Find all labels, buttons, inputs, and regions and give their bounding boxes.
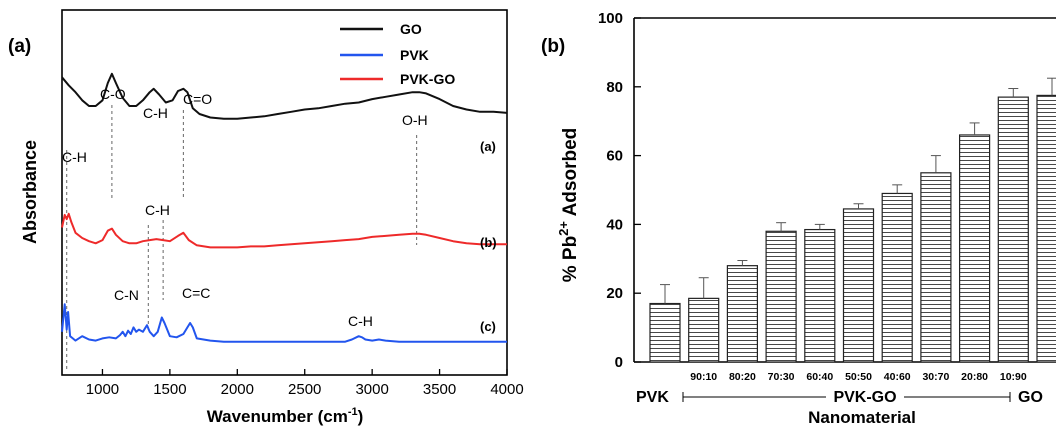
y-tick-label: 40: [606, 216, 623, 233]
panel-b-y-ticks: 0 20 40 60 80 100: [598, 10, 641, 371]
category-label: 60:40: [806, 371, 833, 383]
annotation-c-h-left: C-H: [62, 149, 87, 165]
group-label-pvk: PVK: [636, 389, 669, 406]
category-label: 90:10: [690, 371, 717, 383]
x-tick-label: 3000: [355, 381, 388, 398]
bar-20:80: [958, 134, 991, 363]
bar-10:90: [997, 96, 1029, 363]
panel-a-curves: [61, 72, 508, 343]
category-label: 20:80: [961, 371, 988, 383]
panel-b-label: (b): [541, 36, 565, 57]
annotation-c-double-o: C=O: [183, 91, 212, 107]
y-tick-label: 100: [598, 10, 623, 27]
x-tick-label: 2000: [221, 381, 254, 398]
legend-go-label: GO: [400, 21, 422, 37]
bar-30:70: [920, 172, 952, 363]
panel-a-plot-frame: [61, 9, 508, 376]
curve-label-b: (b): [480, 235, 497, 250]
annotation-c-o: C-O: [100, 86, 126, 102]
spectrum-line-pvk-go: [61, 212, 507, 249]
bar-70:30: [765, 230, 797, 363]
x-tick-label: 2500: [288, 381, 321, 398]
panel-b-group-bracket: PVK PVK-GO GO: [636, 389, 1043, 406]
panel-a-curve-labels: (a) (b) (c): [480, 139, 497, 334]
annotation-c-n: C-N: [114, 287, 139, 303]
curve-label-a: (a): [480, 139, 496, 154]
legend-pvkgo-label: PVK-GO: [400, 71, 455, 87]
bar-90:10: [688, 297, 720, 363]
panel-b-bars: 90:10 80:20 70:30 60:40 50:50 40:60 30:70 20:80…: [649, 77, 1056, 383]
bar-50:50: [842, 208, 875, 363]
panel-b-adsorption-chart: (b) 0 20 40 60 80 100 90:10 80:20 70:30 60:40 50:…: [541, 10, 1056, 427]
annotation-c-h-mid: C-H: [145, 202, 170, 218]
category-label: 10:90: [1000, 371, 1027, 383]
x-tick-label: 1000: [86, 381, 119, 398]
panel-b-y-axis-label: % Pb2+ Adsorbed: [556, 128, 581, 283]
y-tick-label: 20: [606, 285, 623, 302]
y-tick-label: 0: [615, 354, 623, 371]
x-tick-label: 1500: [153, 381, 186, 398]
panel-a-x-ticks: 1000 1500 2000 2500 3000 3500 4000: [86, 369, 524, 398]
category-label: 30:70: [922, 371, 949, 383]
panel-a-legend: GO PVK PVK-GO: [340, 21, 455, 87]
panel-a-x-axis-label: Wavenumber (cm-1): [207, 406, 364, 426]
panel-a-ftir-chart: (a) 1000 1500 2000 2500 3000 3500 4000 Absorba…: [8, 9, 524, 426]
bar-PVK: [649, 302, 681, 363]
x-tick-label: 3500: [423, 381, 456, 398]
legend-pvk-label: PVK: [400, 47, 429, 63]
group-label-pvk-go: PVK-GO: [833, 389, 896, 406]
panel-a-y-axis-label: Absorbance: [20, 140, 40, 244]
annotation-c-double-c: C=C: [182, 285, 210, 301]
category-label: 50:50: [845, 371, 872, 383]
y-tick-label: 80: [606, 79, 623, 96]
panel-a-label: (a): [8, 36, 31, 57]
curve-label-c: (c): [480, 319, 496, 334]
panel-a-reference-lines: [66, 105, 418, 370]
category-label: 70:30: [768, 371, 795, 383]
annotation-o-h: O-H: [402, 112, 428, 128]
bar-60:40: [804, 228, 836, 363]
category-label: 80:20: [729, 371, 756, 383]
bar-GO: [1036, 94, 1056, 363]
category-label: 40:60: [884, 371, 911, 383]
panel-b-x-axis-label: Nanomaterial: [808, 408, 916, 427]
bar-40:60: [881, 192, 913, 363]
panel-a-annotations: C-O C-H C=O O-H C-H C-H C-N C=C C-H: [62, 86, 428, 329]
spectrum-line-go: [61, 72, 508, 120]
spectrum-line-pvk: [61, 303, 507, 343]
x-tick-label: 4000: [490, 381, 523, 398]
annotation-c-h-right: C-H: [348, 313, 373, 329]
y-tick-label: 60: [606, 148, 623, 165]
group-label-go: GO: [1018, 389, 1043, 406]
annotation-c-h-go: C-H: [143, 105, 168, 121]
bar-80:20: [726, 265, 759, 363]
